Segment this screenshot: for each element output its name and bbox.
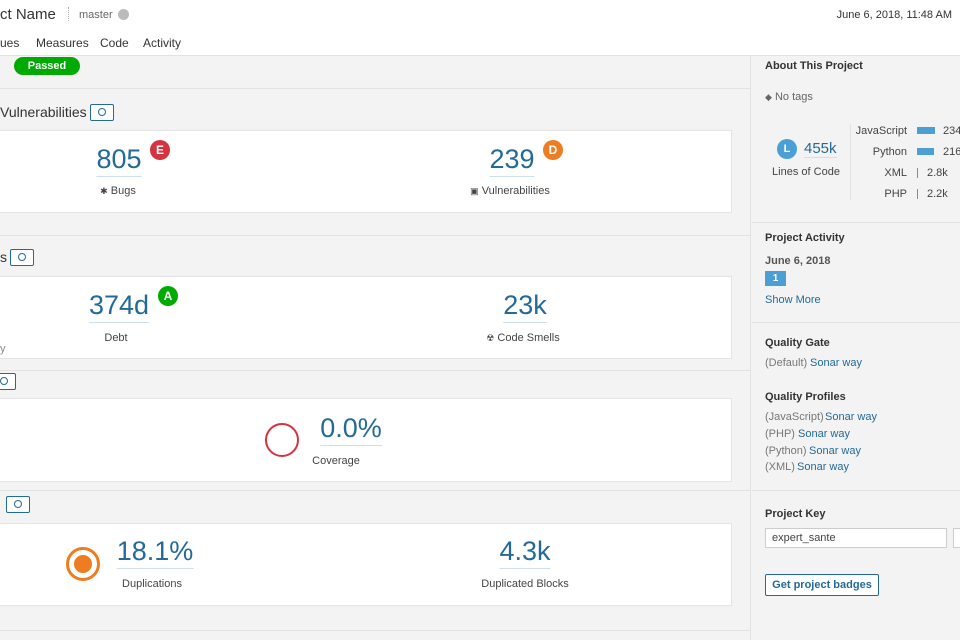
section-title: Vulnerabilities <box>0 104 87 120</box>
project-name[interactable]: ct Name <box>0 6 56 23</box>
metric-value[interactable]: 374d <box>88 290 150 323</box>
profile-language: (XML) <box>765 461 795 473</box>
header <box>0 0 960 56</box>
rating[interactable]: A <box>158 286 178 306</box>
profile-link[interactable]: Sonar way <box>798 428 850 440</box>
duplication-dot <box>74 555 92 573</box>
separator <box>68 7 70 21</box>
metric-label: ☢ Code Smells <box>486 332 560 344</box>
size-badge: L <box>777 139 797 159</box>
gate-default: (Default) <box>765 357 808 369</box>
profile-language: (Python) <box>765 445 807 457</box>
metric-label: ▣ Vulnerabilities <box>470 185 550 197</box>
badges-button[interactable]: Get project badges <box>765 574 879 596</box>
language-bar <box>917 127 935 134</box>
show-more-link[interactable]: Show More <box>765 294 821 306</box>
tags[interactable]: ◆ No tags <box>765 91 813 103</box>
language-name: XML <box>884 167 907 179</box>
separator <box>850 124 851 200</box>
divider <box>752 322 960 323</box>
sidebar-title: Project Key <box>765 508 826 520</box>
label-text: Code Smells <box>497 332 560 344</box>
profile-link[interactable]: Sonar way <box>809 445 861 457</box>
language-value: 2.8k <box>927 167 948 179</box>
metric-value[interactable]: 23k <box>503 290 547 323</box>
duplication-ring <box>66 547 100 581</box>
project-key-input[interactable]: expert_sante <box>765 528 947 548</box>
analysis-date: June 6, 2018, 11:48 AM <box>836 9 952 21</box>
gate-link[interactable]: Sonar way <box>810 357 862 369</box>
history-button[interactable] <box>10 249 34 266</box>
sidebar-title: Quality Gate <box>765 337 830 349</box>
metric-label: Duplications <box>122 578 182 590</box>
section-title: s <box>0 249 7 265</box>
divider <box>0 370 750 371</box>
metric-value[interactable]: 0.0% <box>320 413 382 446</box>
profile-language: (JavaScript) <box>765 411 824 423</box>
nav-item[interactable]: Code <box>100 36 129 50</box>
branch[interactable]: master <box>79 9 113 21</box>
divider <box>0 490 750 491</box>
tags-text: No tags <box>774 91 813 103</box>
history-button[interactable] <box>6 496 30 513</box>
language-bar <box>917 168 918 178</box>
metric-label: Coverage <box>312 455 360 467</box>
card <box>0 523 732 606</box>
metric-label: Debt <box>104 332 128 344</box>
metric-value[interactable]: 805 <box>96 144 142 177</box>
metric-value[interactable]: 239 <box>489 144 535 177</box>
nav-item[interactable]: Activity <box>143 36 182 50</box>
activity-date: June 6, 2018 <box>765 255 831 267</box>
rating[interactable]: D <box>543 140 563 160</box>
quality-gate-badge: Passed <box>14 57 80 75</box>
divider <box>752 222 960 223</box>
help-icon[interactable] <box>118 9 129 20</box>
language-name: PHP <box>884 188 907 200</box>
metric-label: ✱ Bugs <box>100 185 136 197</box>
metric-label: Duplicated Blocks <box>481 578 569 590</box>
loc-value[interactable]: 455k <box>804 140 837 158</box>
language-name: JavaScript <box>855 125 907 137</box>
metric-value[interactable]: 4.3k <box>499 536 551 569</box>
rating[interactable]: E <box>150 140 170 160</box>
divider <box>0 630 750 631</box>
history-button[interactable] <box>0 373 16 390</box>
sidebar-title: Project Activity <box>765 232 845 244</box>
nav-item[interactable]: ues <box>0 36 20 50</box>
divider <box>0 88 750 89</box>
divider <box>0 235 750 236</box>
metric-value[interactable]: 18.1% <box>116 536 194 569</box>
language-value: 234 <box>943 125 960 137</box>
language-bar <box>917 148 934 155</box>
divider <box>752 490 960 491</box>
card <box>0 398 732 482</box>
language-value: 216 <box>943 146 960 158</box>
activity-count[interactable]: 1 <box>765 271 786 286</box>
card <box>0 130 732 213</box>
language-bar <box>917 189 918 199</box>
sidebar-title: Quality Profiles <box>765 391 846 403</box>
loc-label: Lines of Code <box>772 166 840 178</box>
coverage-donut <box>265 423 299 457</box>
copy-button[interactable] <box>953 528 960 548</box>
language-name: Python <box>872 146 907 158</box>
nav-item[interactable]: Measures <box>36 36 89 50</box>
profile-link[interactable]: Sonar way <box>797 461 849 473</box>
history-button[interactable] <box>90 104 114 121</box>
sidebar-title: About This Project <box>765 60 863 72</box>
card <box>0 276 732 359</box>
language-value: 2.2k <box>927 188 948 200</box>
note: y <box>0 343 6 355</box>
profile-link[interactable]: Sonar way <box>825 411 877 423</box>
label-text: Bugs <box>110 185 136 197</box>
profile-language: (PHP) <box>765 428 795 440</box>
label-text: Vulnerabilities <box>481 185 550 197</box>
